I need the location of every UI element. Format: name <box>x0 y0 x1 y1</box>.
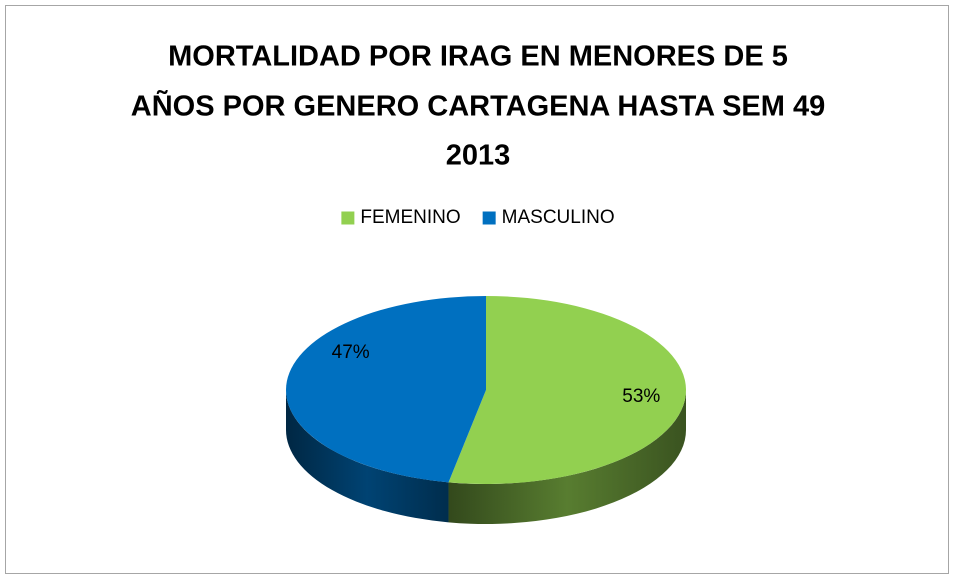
legend-label: FEMENINO <box>360 207 460 228</box>
pie-side <box>286 390 449 523</box>
data-label: 47% <box>332 342 370 363</box>
legend-swatch <box>341 211 355 225</box>
legend-label: MASCULINO <box>502 207 615 228</box>
chart-title: 2013 <box>446 140 511 172</box>
pie-side <box>448 390 686 524</box>
legend-swatch <box>482 211 496 225</box>
chart-title: MORTALIDAD POR IRAG EN MENORES DE 5 <box>168 41 788 73</box>
data-label: 53% <box>622 386 660 407</box>
chart-title: AÑOS POR GENERO CARTAGENA HASTA SEM 49 <box>131 89 825 123</box>
pie-slice <box>448 296 686 484</box>
pie-slice <box>286 296 486 483</box>
